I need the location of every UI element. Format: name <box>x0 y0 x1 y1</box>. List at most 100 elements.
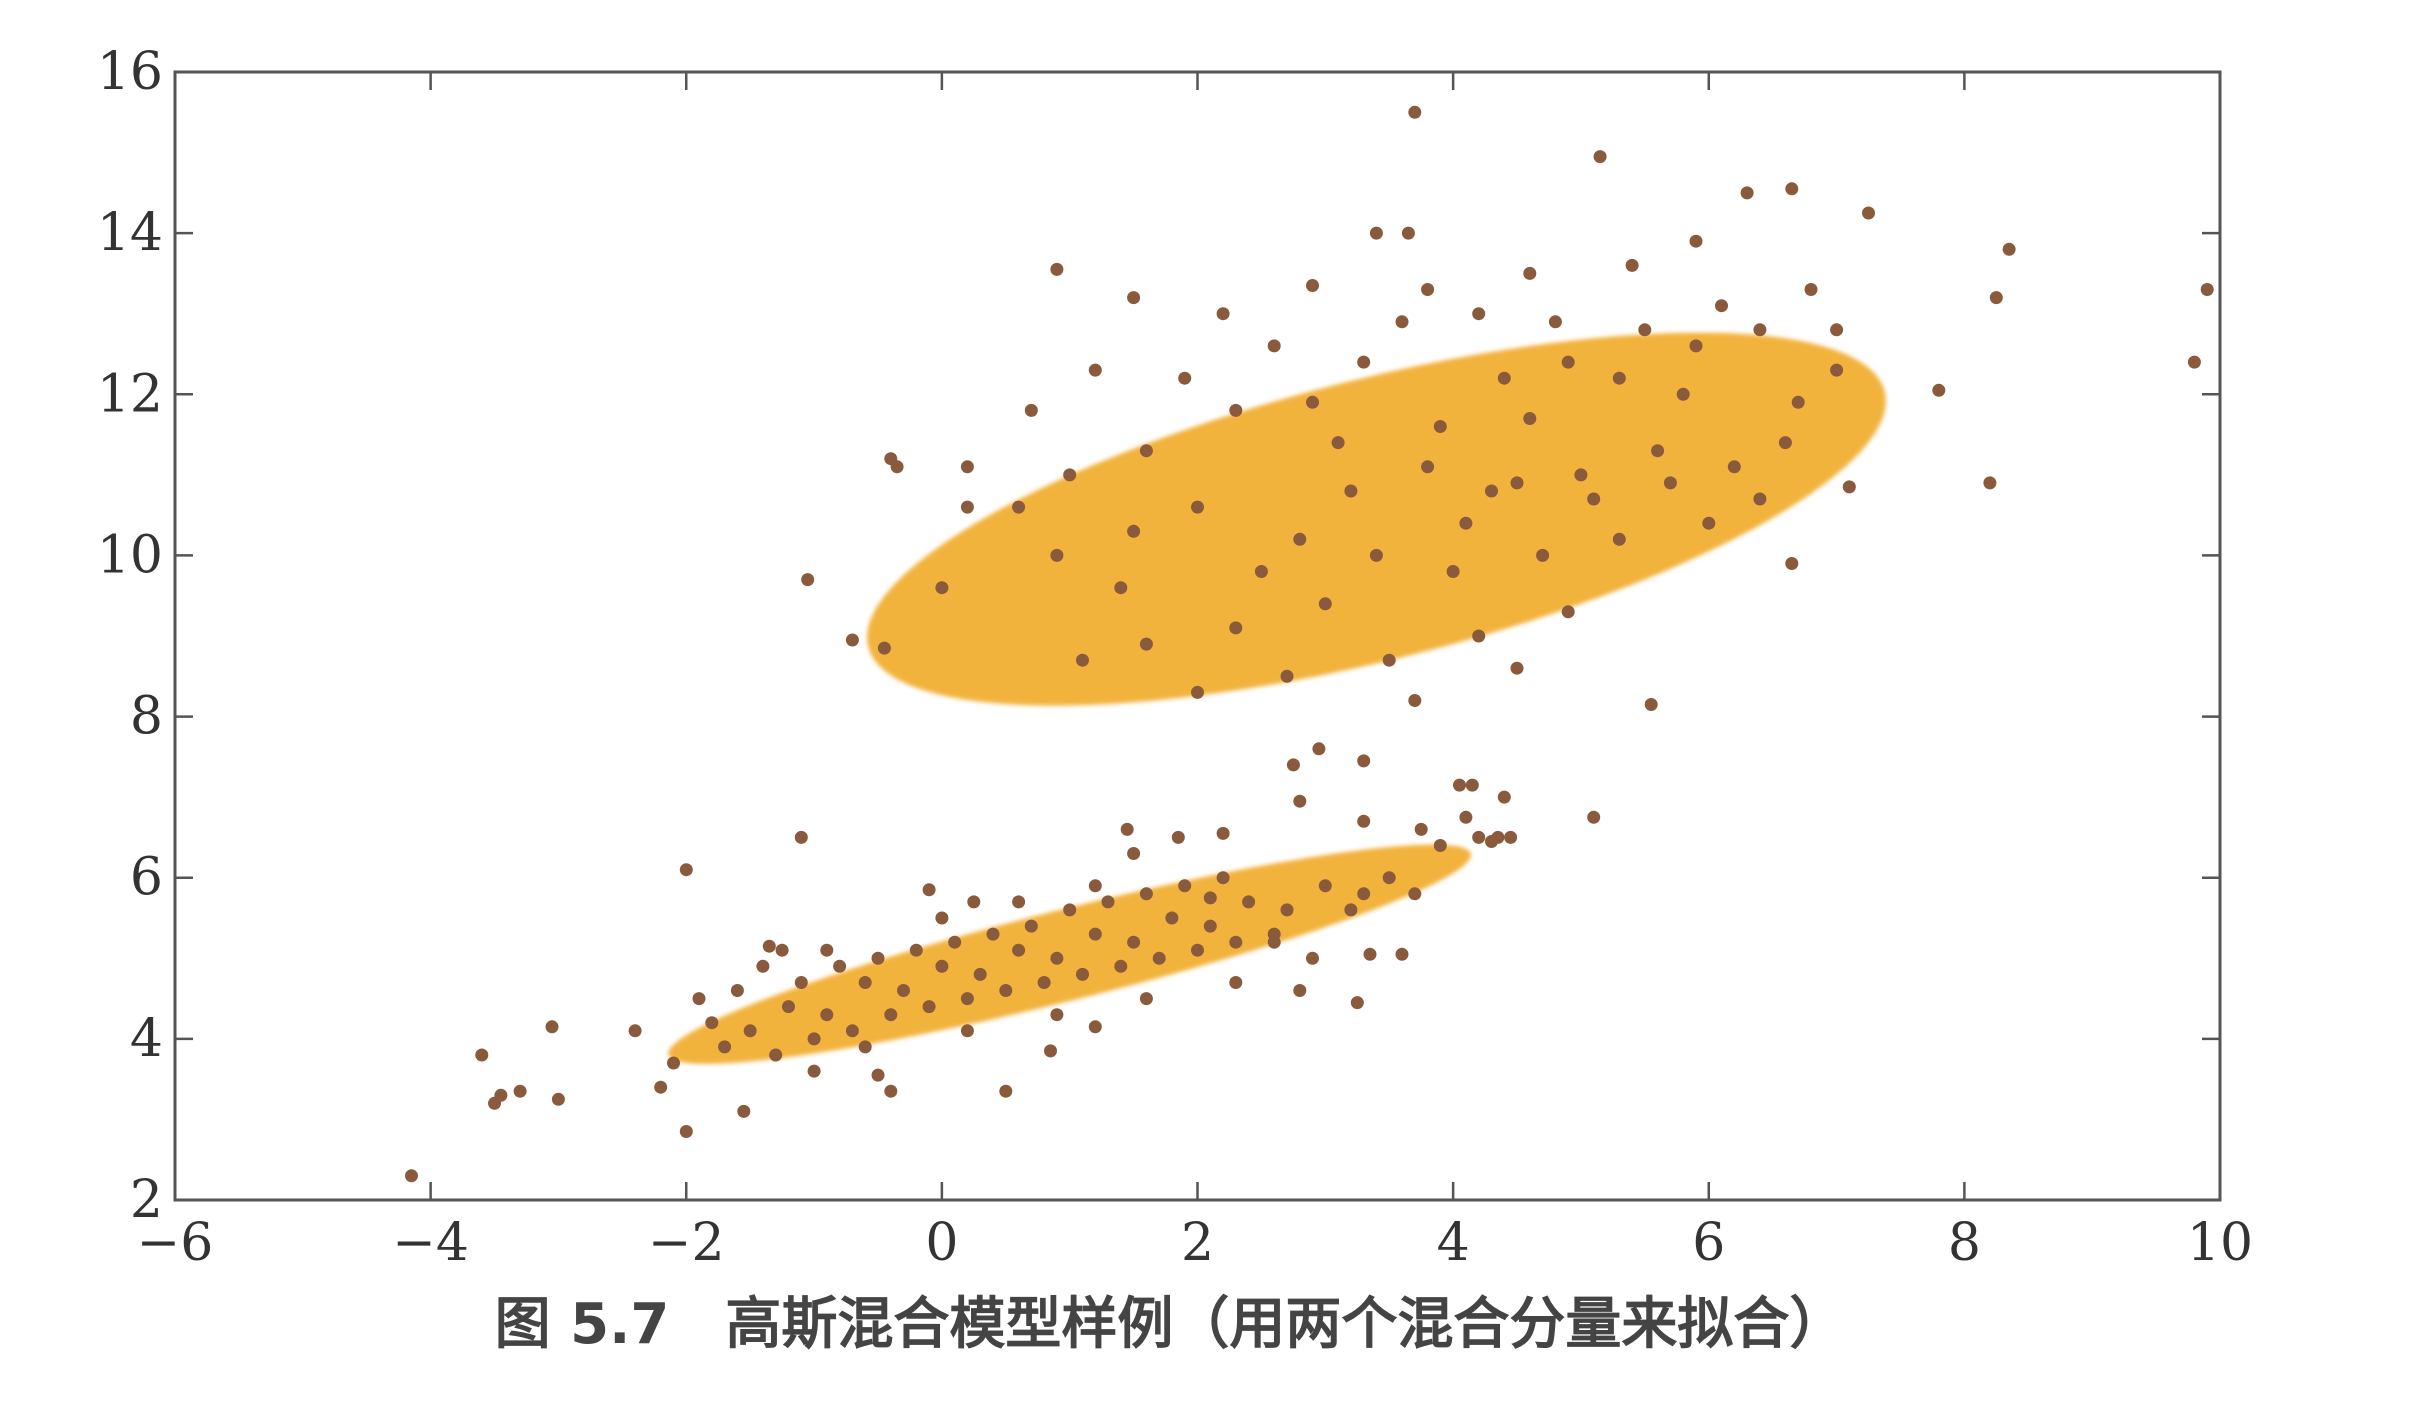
data-point <box>2187 355 2201 369</box>
data-point <box>1178 879 1192 893</box>
data-point <box>1408 887 1422 901</box>
data-point <box>871 1068 885 1082</box>
data-point <box>1459 810 1473 824</box>
data-point <box>1651 444 1665 458</box>
data-point <box>1024 919 1038 933</box>
data-point <box>782 1000 795 1014</box>
data-point <box>1229 935 1243 949</box>
data-point <box>1242 895 1256 909</box>
data-point <box>1676 387 1690 401</box>
data-point <box>877 641 891 655</box>
data-point <box>1983 476 1997 490</box>
data-point <box>1785 557 1799 570</box>
data-point <box>1472 307 1486 321</box>
data-point <box>1536 548 1550 562</box>
data-point <box>1421 460 1435 474</box>
data-point <box>1012 500 1026 514</box>
data-point <box>1472 629 1486 643</box>
data-point <box>1254 565 1268 578</box>
data-point <box>1229 403 1243 417</box>
data-point <box>1689 339 1703 353</box>
data-point <box>884 1084 898 1098</box>
data-point <box>909 943 923 957</box>
data-point <box>1932 383 1946 397</box>
data-point <box>1350 996 1364 1010</box>
data-point <box>1306 951 1319 965</box>
data-point <box>475 1048 489 1062</box>
data-point <box>1178 371 1192 385</box>
data-point <box>1574 468 1588 482</box>
data-point <box>1191 685 1204 699</box>
data-point <box>737 1104 751 1118</box>
data-point <box>1357 355 1371 369</box>
data-point <box>1382 653 1396 667</box>
data-point <box>1421 283 1435 296</box>
data-point <box>1472 830 1486 844</box>
data-point <box>2200 283 2214 296</box>
data-point <box>858 1040 872 1054</box>
data-point <box>1689 234 1703 248</box>
data-point <box>801 573 815 587</box>
data-point <box>1593 150 1607 164</box>
data-point <box>1369 548 1383 562</box>
data-point <box>1191 943 1204 957</box>
data-point <box>1216 871 1230 885</box>
data-point <box>1753 323 1767 337</box>
x-tick-label: 0 <box>925 1213 958 1273</box>
data-point <box>1293 794 1307 808</box>
data-point <box>1612 532 1626 546</box>
data-point <box>1644 698 1658 711</box>
data-point <box>1044 1044 1057 1058</box>
data-point <box>1395 315 1409 329</box>
data-point <box>1076 653 1089 667</box>
data-point <box>1497 371 1511 385</box>
data-point <box>967 895 981 909</box>
data-point <box>1357 814 1371 828</box>
data-point <box>1127 935 1141 949</box>
data-point <box>871 951 885 965</box>
data-point <box>1357 754 1371 768</box>
data-point <box>1012 943 1026 957</box>
data-point <box>922 883 936 897</box>
data-point <box>1830 363 1844 377</box>
data-point <box>820 943 834 957</box>
y-tick-label: 10 <box>97 525 163 585</box>
data-point <box>1171 830 1185 844</box>
x-tick-label: −6 <box>137 1213 214 1273</box>
data-point <box>1063 903 1077 917</box>
data-point <box>1465 778 1479 792</box>
data-point <box>1050 951 1064 965</box>
data-point <box>1804 283 1818 296</box>
data-point <box>960 500 974 514</box>
data-point <box>1702 516 1716 530</box>
data-point <box>1401 226 1415 240</box>
data-point <box>1127 291 1141 305</box>
data-point <box>769 1048 783 1062</box>
data-point <box>1561 605 1575 619</box>
data-point <box>807 1064 821 1078</box>
y-tick-label: 12 <box>97 364 163 424</box>
data-point <box>654 1080 668 1094</box>
data-point <box>1344 903 1358 917</box>
data-point <box>1408 694 1422 707</box>
data-point <box>1127 524 1141 538</box>
x-tick-label: 8 <box>1948 1213 1981 1273</box>
data-point <box>1523 266 1537 280</box>
data-point <box>762 939 776 953</box>
data-point <box>1037 976 1051 989</box>
data-point <box>845 633 859 647</box>
data-point <box>1267 339 1281 353</box>
data-point <box>897 984 910 997</box>
data-point <box>1191 500 1204 514</box>
y-tick-label: 14 <box>97 203 163 263</box>
data-point <box>1408 105 1422 119</box>
data-point <box>1152 951 1166 965</box>
data-point <box>1216 307 1230 321</box>
data-point <box>1453 778 1466 792</box>
data-point <box>756 959 770 973</box>
data-point <box>1485 835 1498 848</box>
x-tick-label: 4 <box>1437 1213 1470 1273</box>
data-point <box>513 1084 527 1098</box>
